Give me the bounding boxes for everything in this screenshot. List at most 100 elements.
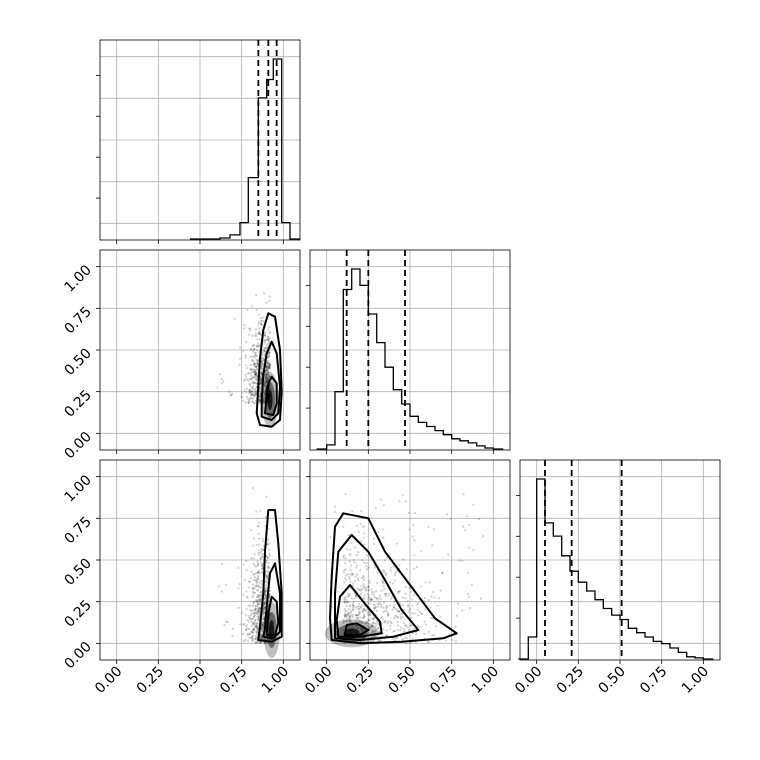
scatter-13-point — [258, 594, 261, 597]
panel-scatter-p1-p3: 0.00 0.25 0.50 0.75 1.000.000.250.500.751.00 — [61, 459, 301, 697]
scatter-23-point — [365, 565, 368, 568]
scatter-13-point — [245, 559, 248, 563]
scatter-12-point — [261, 323, 264, 326]
scatter-12-point — [249, 348, 253, 351]
scatter-23-point — [392, 630, 395, 633]
scatter-23-point — [348, 615, 351, 618]
scatter-13-point — [252, 588, 255, 591]
panel-hist-param-1 — [96, 39, 301, 244]
scatter-13-point — [256, 577, 259, 580]
scatter-12-point — [252, 364, 255, 367]
scatter-12-point — [251, 400, 255, 403]
scatter-23-point — [368, 581, 371, 585]
scatter-12-point — [255, 374, 258, 377]
scatter-13-point — [261, 629, 264, 632]
scatter-12-point — [260, 367, 263, 370]
scatter-12-point — [267, 375, 270, 378]
scatter-12-point — [265, 373, 268, 376]
scatter-13-point — [256, 610, 260, 613]
scatter-12-point — [250, 377, 254, 380]
scatter-13-point — [251, 635, 254, 638]
scatter-12-point — [260, 322, 263, 325]
scatter-12-point — [268, 299, 271, 303]
scatter-23-point — [344, 600, 347, 604]
scatter-12-point — [267, 352, 270, 355]
scatter-13-point — [253, 608, 257, 611]
scatter-13-point — [245, 629, 248, 632]
scatter-23-point — [393, 579, 397, 582]
scatter-23-point — [424, 623, 427, 626]
scatter-13-point — [266, 556, 269, 560]
scatter-23-point — [412, 524, 415, 527]
scatter-13-point — [268, 542, 271, 545]
scatter-12-point — [264, 392, 267, 395]
scatter-13-point — [264, 589, 267, 592]
scatter-13-point — [261, 623, 264, 626]
scatter-12-point — [252, 368, 256, 371]
scatter-13-point — [258, 641, 262, 645]
scatter-12-point — [253, 370, 257, 374]
scatter-13-point — [265, 555, 268, 558]
scatter-23-point — [396, 590, 400, 593]
scatter-13-point — [247, 604, 250, 607]
scatter-12-point — [264, 373, 267, 376]
scatter-12-point — [254, 372, 257, 376]
scatter-13-point — [265, 637, 268, 640]
scatter-13-point — [260, 635, 263, 638]
scatter-23-point — [398, 601, 401, 604]
scatter-13-point — [260, 634, 263, 637]
scatter-23-point — [370, 592, 374, 595]
scatter-12-point — [264, 374, 267, 377]
scatter-13-point — [258, 602, 261, 606]
scatter-23-point — [348, 611, 351, 614]
scatter-13-point — [254, 605, 257, 608]
scatter-12-point — [250, 370, 254, 373]
scatter-23-point — [361, 525, 364, 528]
scatter-13-point — [268, 617, 271, 620]
scatter-12-point — [251, 387, 255, 390]
scatter-13-point — [268, 548, 271, 551]
scatter-12-point — [251, 359, 254, 362]
scatter-23-point — [350, 621, 353, 624]
scatter-23-point — [385, 605, 388, 608]
scatter-13-point — [266, 543, 269, 546]
scatter-12-point — [254, 351, 257, 354]
scatter-12-point — [254, 372, 258, 375]
scatter-13-point — [261, 627, 265, 631]
scatter-12-point — [255, 371, 258, 374]
scatter-23-point — [367, 585, 370, 588]
scatter-23-point — [337, 590, 340, 593]
scatter-13-point — [257, 569, 260, 572]
scatter-12-point — [244, 401, 247, 404]
scatter-23-point — [441, 571, 444, 574]
scatter-23-point — [360, 588, 364, 591]
scatter-23-point — [344, 615, 347, 618]
scatter-12-point — [259, 338, 262, 341]
scatter-12-point — [252, 348, 255, 351]
scatter-12-point — [260, 319, 263, 322]
scatter-23-point — [360, 628, 363, 631]
scatter-13-point — [255, 624, 258, 627]
scatter-13-point — [242, 632, 245, 635]
scatter-23-point — [433, 634, 436, 637]
scatter-13-point — [261, 623, 264, 626]
scatter-23-point — [374, 630, 377, 633]
scatter-23-point — [482, 534, 485, 538]
scatter-13-point — [248, 632, 251, 636]
scatter-23-point — [468, 546, 471, 549]
scatter-23-point — [462, 525, 465, 528]
scatter-12-point — [266, 373, 270, 377]
scatter-13-point — [257, 576, 260, 579]
scatter-12-point — [268, 364, 271, 367]
scatter-12-point — [263, 400, 266, 403]
scatter-13-point — [257, 607, 260, 610]
scatter-12-point — [258, 399, 261, 402]
scatter-12-point — [256, 364, 259, 367]
scatter-23-point — [368, 619, 371, 622]
scatter-13-point — [242, 563, 245, 566]
scatter-23-xtick-label-1: 0.25 — [344, 664, 377, 697]
scatter-23-point — [390, 595, 394, 598]
scatter-12-point — [259, 383, 262, 386]
scatter-23-point — [362, 576, 365, 579]
scatter-23-point — [360, 509, 363, 513]
